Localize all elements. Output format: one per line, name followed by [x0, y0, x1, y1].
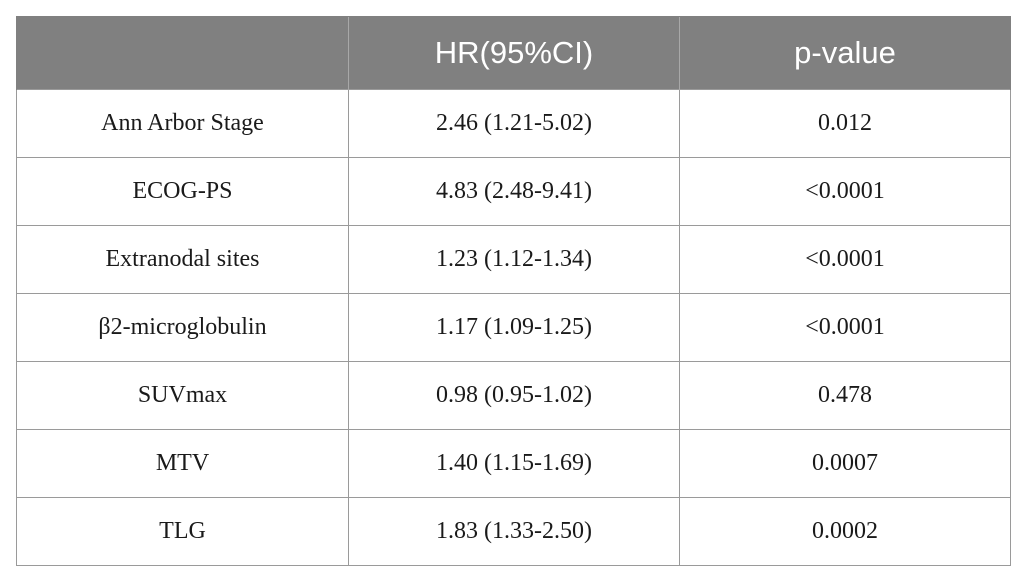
cell-variable: β2-microglobulin — [16, 293, 349, 362]
table-row: TLG 1.83 (1.33-2.50) 0.0002 — [16, 497, 1011, 566]
cell-variable: ECOG-PS — [16, 157, 349, 226]
cell-hr-ci: 1.40 (1.15-1.69) — [348, 429, 680, 498]
header-variable — [16, 16, 349, 90]
cell-variable: SUVmax — [16, 361, 349, 430]
cell-variable: Ann Arbor Stage — [16, 89, 349, 158]
cell-p-value: <0.0001 — [679, 157, 1011, 226]
cell-hr-ci: 1.23 (1.12-1.34) — [348, 225, 680, 294]
cell-p-value: 0.012 — [679, 89, 1011, 158]
header-p-value: p-value — [679, 16, 1011, 90]
cell-variable: MTV — [16, 429, 349, 498]
cell-hr-ci: 2.46 (1.21-5.02) — [348, 89, 680, 158]
cell-p-value: 0.478 — [679, 361, 1011, 430]
cell-hr-ci: 4.83 (2.48-9.41) — [348, 157, 680, 226]
cell-p-value: <0.0001 — [679, 293, 1011, 362]
hazard-ratio-table: HR(95%CI) p-value Ann Arbor Stage 2.46 (… — [16, 16, 1011, 566]
table-header-row: HR(95%CI) p-value — [16, 16, 1011, 90]
cell-hr-ci: 1.17 (1.09-1.25) — [348, 293, 680, 362]
cell-hr-ci: 1.83 (1.33-2.50) — [348, 497, 680, 566]
cell-p-value: <0.0001 — [679, 225, 1011, 294]
table-row: Extranodal sites 1.23 (1.12-1.34) <0.000… — [16, 225, 1011, 294]
cell-p-value: 0.0007 — [679, 429, 1011, 498]
cell-variable: Extranodal sites — [16, 225, 349, 294]
table-row: Ann Arbor Stage 2.46 (1.21-5.02) 0.012 — [16, 89, 1011, 158]
cell-variable: TLG — [16, 497, 349, 566]
cell-p-value: 0.0002 — [679, 497, 1011, 566]
header-hr-ci: HR(95%CI) — [348, 16, 680, 90]
cell-hr-ci: 0.98 (0.95-1.02) — [348, 361, 680, 430]
table-row: β2-microglobulin 1.17 (1.09-1.25) <0.000… — [16, 293, 1011, 362]
table-row: ECOG-PS 4.83 (2.48-9.41) <0.0001 — [16, 157, 1011, 226]
table-row: MTV 1.40 (1.15-1.69) 0.0007 — [16, 429, 1011, 498]
table-row: SUVmax 0.98 (0.95-1.02) 0.478 — [16, 361, 1011, 430]
